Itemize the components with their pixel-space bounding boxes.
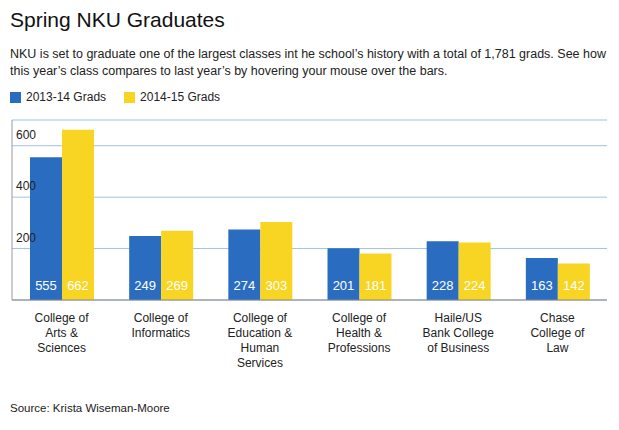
svg-text:163: 163 bbox=[531, 278, 553, 293]
svg-text:College ofHealth &Professions: College ofHealth &Professions bbox=[328, 311, 391, 355]
svg-text:College ofInformatics: College ofInformatics bbox=[131, 311, 190, 340]
html-text:2013-14 Grads: 2013-14 Grads bbox=[26, 90, 107, 104]
html-text:2014-15 Grads: 2014-15 Grads bbox=[140, 90, 221, 104]
svg-text:555: 555 bbox=[35, 278, 57, 293]
svg-text:600: 600 bbox=[16, 128, 36, 142]
svg-text:249: 249 bbox=[134, 278, 156, 293]
svg-text:303: 303 bbox=[265, 278, 287, 293]
svg-text:Haile/USBank Collegeof Busines: Haile/USBank Collegeof Business bbox=[423, 311, 495, 355]
svg-text:269: 269 bbox=[166, 278, 188, 293]
svg-text:201: 201 bbox=[333, 278, 355, 293]
svg-text:181: 181 bbox=[365, 278, 387, 293]
svg-text:224: 224 bbox=[464, 278, 486, 293]
svg-text:662: 662 bbox=[67, 278, 89, 293]
svg-text:228: 228 bbox=[432, 278, 454, 293]
svg-text:400: 400 bbox=[16, 179, 36, 193]
svg-text:College ofEducation &HumanServ: College ofEducation &HumanServices bbox=[228, 311, 293, 370]
svg-text:142: 142 bbox=[563, 278, 585, 293]
html-text:NKU is set to graduate one of: NKU is set to graduate one of the larges… bbox=[10, 47, 606, 78]
html-text:Source: Krista Wiseman-Moore: Source: Krista Wiseman-Moore bbox=[10, 402, 170, 414]
html-text:Spring NKU Graduates: Spring NKU Graduates bbox=[10, 8, 225, 31]
svg-text:College ofArts &Sciences: College ofArts &Sciences bbox=[35, 311, 90, 355]
svg-text:274: 274 bbox=[233, 278, 255, 293]
svg-text:200: 200 bbox=[16, 231, 36, 245]
svg-text:ChaseCollege ofLaw: ChaseCollege ofLaw bbox=[530, 311, 585, 355]
